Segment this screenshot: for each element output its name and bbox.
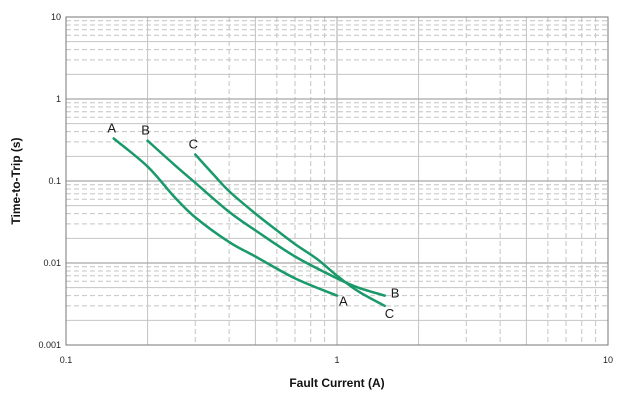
- x-tick-label: 10: [603, 355, 613, 365]
- y-tick-label: 0.001: [38, 340, 61, 350]
- axis-ticks: 0.1 1 10 10 1 0.1 0.01 0.001: [38, 12, 613, 365]
- y-tick-label: 10: [51, 12, 61, 22]
- curve-a-start-label: A: [107, 120, 116, 135]
- curve-a: [112, 137, 339, 297]
- y-tick-label: 0.01: [43, 258, 61, 268]
- curve-b-end-label: B: [391, 286, 400, 301]
- x-axis-title: Fault Current (A): [289, 376, 384, 390]
- plot-frame: [65, 16, 609, 346]
- y-tick-label: 0.1: [48, 176, 61, 186]
- x-tick-label: 1: [334, 355, 339, 365]
- curve-b-start-label: B: [141, 123, 150, 138]
- grid: [66, 17, 608, 345]
- curve-c: [194, 153, 386, 308]
- y-axis-title: Time-to-Trip (s): [9, 137, 23, 224]
- series-curves: [112, 137, 386, 308]
- curve-a-end-label: A: [339, 294, 348, 309]
- curve-b: [146, 139, 386, 297]
- x-tick-label: 0.1: [60, 355, 73, 365]
- curve-c-end-label: C: [385, 306, 394, 321]
- curve-c-start-label: C: [189, 137, 198, 152]
- y-tick-label: 1: [56, 94, 61, 104]
